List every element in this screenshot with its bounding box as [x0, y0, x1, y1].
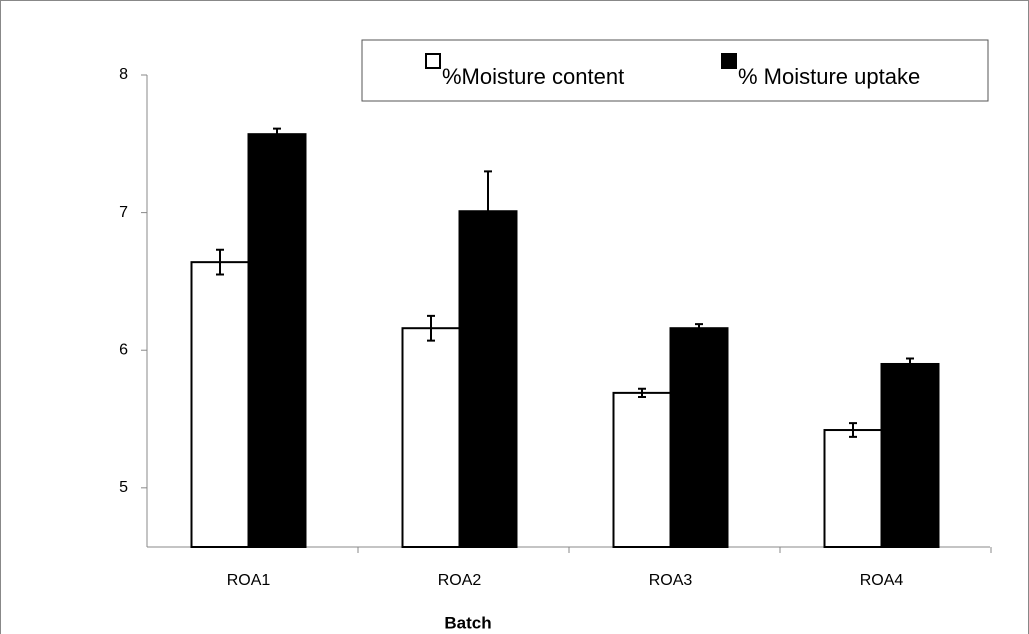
error-bar — [638, 387, 646, 399]
x-tick-label: ROA1 — [227, 572, 271, 589]
bar — [880, 362, 940, 548]
error-bar — [273, 127, 281, 141]
bar — [401, 327, 461, 548]
x-axis-label: Batch — [444, 613, 491, 632]
x-tick-label: ROA3 — [649, 572, 693, 589]
y-tick-label: 7 — [119, 204, 128, 221]
legend-swatch — [425, 53, 441, 69]
error-bar — [216, 248, 224, 276]
bar — [458, 210, 518, 548]
legend-box — [361, 39, 989, 102]
bar — [823, 429, 883, 549]
x-tick-label: ROA2 — [438, 572, 482, 589]
error-bar — [849, 422, 857, 438]
legend-swatch — [721, 53, 737, 69]
bar — [190, 261, 250, 548]
y-tick-label: 6 — [119, 341, 128, 358]
bar — [669, 327, 729, 548]
error-bar — [427, 314, 435, 342]
x-tick-label: ROA4 — [860, 572, 904, 589]
error-bar — [906, 357, 914, 371]
error-bar — [484, 170, 492, 253]
bar — [247, 133, 307, 549]
y-tick-label: 8 — [119, 66, 128, 83]
error-bar — [695, 323, 703, 334]
legend-label: % Moisture uptake — [738, 64, 920, 89]
y-tick-label: 5 — [119, 479, 128, 496]
bar — [612, 391, 672, 549]
legend-label: %Moisture content — [442, 64, 624, 89]
